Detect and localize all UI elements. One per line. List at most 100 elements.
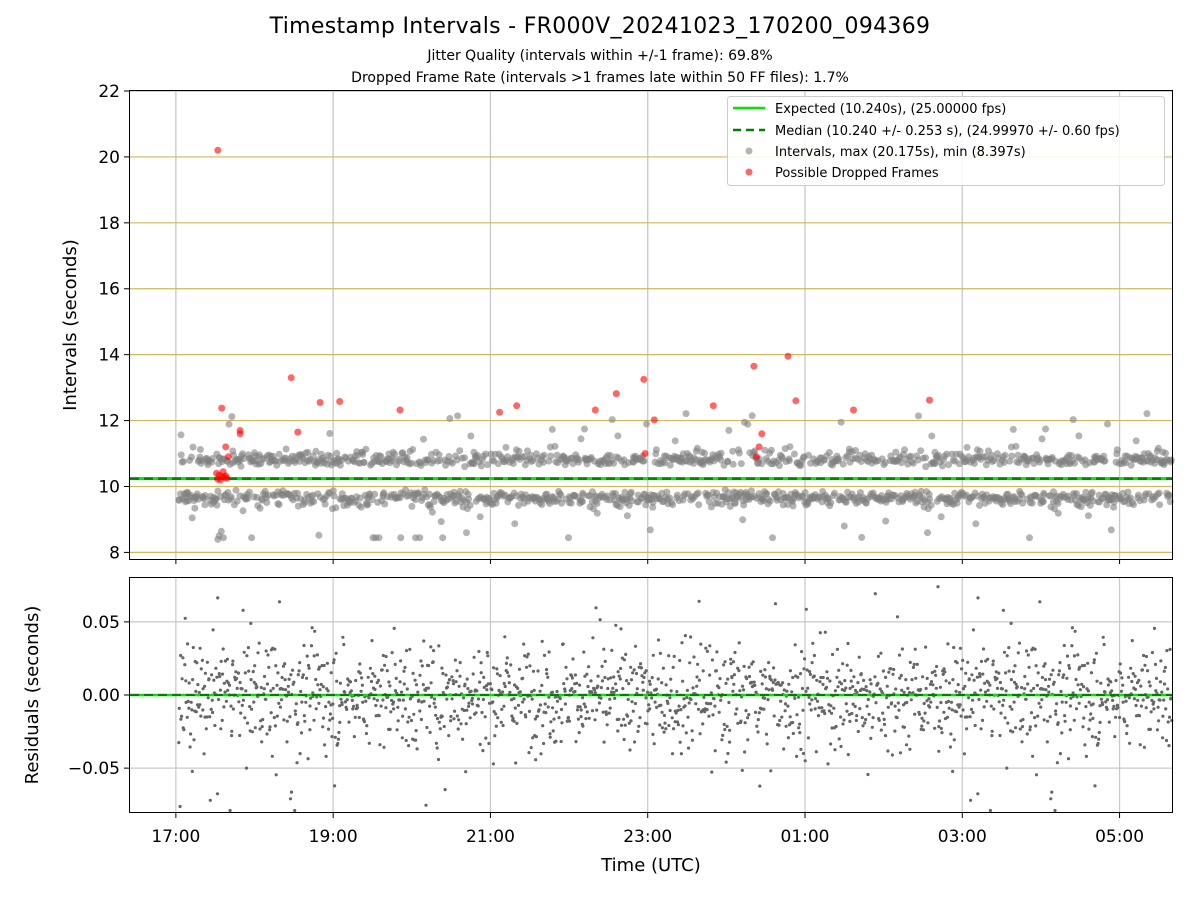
residual-point	[347, 720, 351, 724]
residual-point	[826, 762, 830, 766]
residual-point	[764, 687, 768, 691]
residual-point	[976, 792, 980, 796]
residual-point	[1045, 740, 1049, 744]
residual-point	[858, 707, 862, 711]
residual-point	[327, 700, 331, 704]
residual-point	[449, 719, 453, 723]
x-tick-label: 05:00	[1095, 827, 1144, 847]
interval-point	[1000, 458, 1008, 466]
residual-point	[695, 684, 699, 688]
interval-point	[239, 507, 247, 515]
residual-point	[830, 726, 834, 730]
residual-point	[424, 803, 428, 807]
residual-point	[900, 647, 905, 651]
residual-point	[897, 653, 902, 657]
residual-point	[186, 699, 190, 704]
residual-point	[734, 712, 738, 716]
dropped-frame-point	[926, 396, 933, 404]
residual-point	[481, 697, 485, 702]
residual-point	[881, 711, 885, 715]
residual-point	[679, 708, 683, 712]
residual-point	[379, 704, 383, 708]
residual-point	[897, 708, 901, 712]
residual-point	[699, 642, 703, 646]
y-tick-label: 12	[98, 412, 120, 432]
residual-point	[604, 712, 609, 717]
residual-point	[192, 738, 196, 742]
residual-point	[1146, 695, 1150, 699]
interval-point	[839, 460, 847, 468]
residual-point	[516, 686, 520, 691]
residual-point	[583, 674, 587, 678]
residual-point	[350, 698, 354, 703]
residual-point	[562, 682, 566, 686]
residual-point	[476, 704, 480, 708]
interval-point	[610, 459, 618, 467]
residual-point	[1133, 674, 1137, 678]
residual-point	[1023, 674, 1027, 679]
residual-point	[371, 672, 375, 676]
residual-point	[827, 709, 832, 713]
interval-point	[1155, 489, 1163, 497]
residual-point	[1146, 669, 1150, 673]
residual-point	[1111, 698, 1115, 703]
residual-point	[554, 739, 558, 743]
residual-point	[414, 729, 418, 733]
residual-point	[305, 676, 309, 680]
residual-point	[366, 675, 370, 679]
residual-point	[576, 717, 581, 721]
residual-point	[498, 674, 502, 678]
residual-point	[465, 708, 469, 712]
residual-point	[962, 752, 967, 756]
residual-point	[844, 702, 848, 706]
residual-point	[705, 708, 709, 712]
residual-point	[1119, 671, 1123, 675]
residual-point	[1098, 720, 1102, 725]
residual-point	[987, 681, 991, 685]
residual-point	[300, 700, 304, 704]
residual-point	[947, 681, 952, 685]
residual-point	[1036, 671, 1040, 675]
residual-point	[584, 717, 588, 721]
residual-point	[626, 714, 630, 718]
residual-point	[186, 642, 190, 646]
residual-point	[731, 689, 735, 693]
residual-point	[908, 660, 912, 665]
residual-point	[499, 720, 503, 724]
dropped-frame-point	[214, 146, 222, 154]
residual-point	[870, 725, 874, 729]
residual-point	[1046, 719, 1050, 723]
residual-point	[687, 701, 691, 705]
interval-point	[547, 452, 555, 460]
interval-point	[614, 432, 622, 440]
residual-point	[373, 687, 377, 692]
residual-point	[686, 746, 691, 750]
interval-point	[421, 486, 429, 494]
residual-point	[377, 714, 381, 718]
residual-point	[354, 678, 358, 683]
residual-point	[308, 728, 312, 732]
interval-point	[970, 460, 978, 467]
residual-point	[296, 721, 300, 725]
residual-point	[928, 705, 932, 709]
residual-point	[227, 683, 232, 687]
residual-point	[440, 714, 444, 719]
residual-point	[608, 706, 612, 710]
residual-point	[895, 615, 900, 619]
residual-point	[744, 709, 748, 713]
residual-point	[200, 658, 204, 663]
interval-point	[201, 501, 209, 509]
residuals-y-axis-label: Residuals (seconds)	[22, 606, 43, 785]
residual-point	[594, 606, 598, 610]
residual-point	[740, 684, 745, 688]
residual-point	[1078, 688, 1082, 692]
residual-point	[1021, 717, 1025, 722]
interval-point	[763, 490, 771, 498]
residual-point	[635, 687, 639, 691]
interval-point	[1069, 416, 1077, 424]
residual-point	[746, 716, 750, 720]
residual-point	[958, 703, 962, 707]
residual-point	[1088, 718, 1092, 722]
residual-point	[1121, 683, 1125, 687]
interval-point	[467, 432, 475, 440]
